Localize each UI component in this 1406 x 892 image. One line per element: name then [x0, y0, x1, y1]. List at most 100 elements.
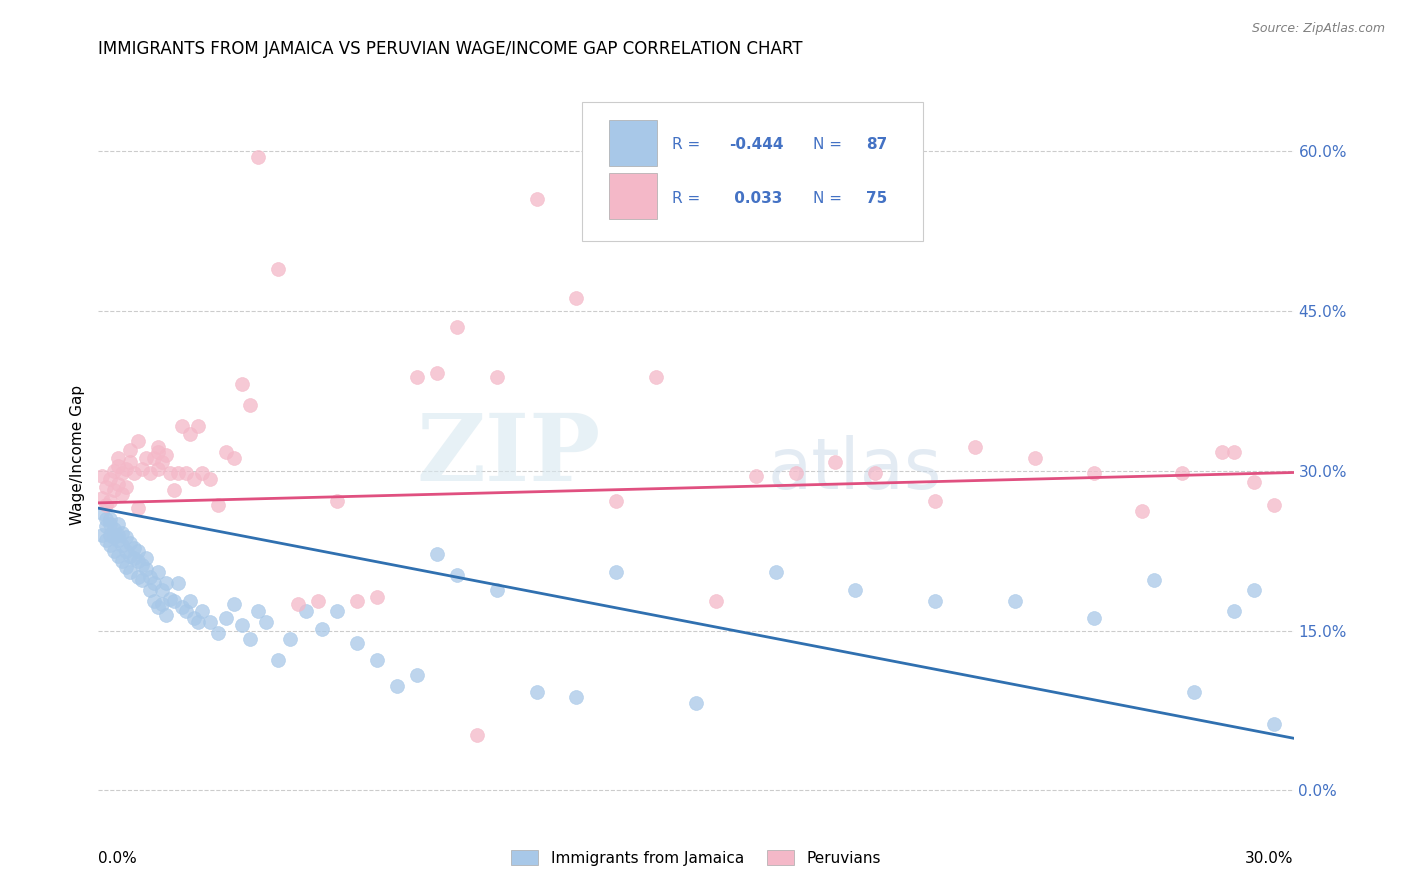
Point — [565, 690, 588, 704]
Point — [148, 600, 170, 615]
Point — [124, 466, 146, 480]
Point — [100, 512, 122, 526]
Point — [100, 472, 122, 486]
Point — [645, 370, 668, 384]
Point — [239, 398, 262, 412]
Point — [704, 594, 727, 608]
Point — [1243, 583, 1265, 598]
Point — [1130, 504, 1153, 518]
Point — [963, 441, 986, 455]
Point — [1024, 451, 1046, 466]
Point — [96, 512, 118, 526]
Legend: Immigrants from Jamaica, Peruvians: Immigrants from Jamaica, Peruvians — [505, 844, 887, 871]
Point — [148, 462, 170, 476]
Point — [1083, 611, 1105, 625]
Point — [120, 442, 142, 457]
Point — [485, 583, 508, 598]
Point — [150, 597, 173, 611]
Point — [1182, 685, 1205, 699]
Point — [167, 575, 190, 590]
Point — [111, 538, 134, 552]
Point — [107, 549, 129, 563]
Point — [172, 600, 194, 615]
Point — [115, 559, 138, 574]
Text: 75: 75 — [866, 191, 887, 205]
Point — [385, 679, 409, 693]
Point — [924, 493, 946, 508]
Point — [1211, 444, 1233, 458]
Point — [231, 618, 253, 632]
Point — [107, 533, 129, 548]
FancyBboxPatch shape — [609, 173, 657, 219]
Point — [143, 594, 166, 608]
Point — [100, 538, 122, 552]
Point — [222, 597, 245, 611]
Point — [163, 483, 186, 497]
Text: Source: ZipAtlas.com: Source: ZipAtlas.com — [1251, 22, 1385, 36]
Point — [139, 466, 162, 480]
Point — [406, 370, 429, 384]
Point — [155, 575, 177, 590]
Point — [765, 565, 787, 579]
Point — [326, 493, 349, 508]
Point — [198, 472, 221, 486]
Point — [605, 565, 627, 579]
Text: N =: N = — [813, 137, 846, 152]
Point — [135, 551, 157, 566]
Text: R =: R = — [672, 137, 706, 152]
Point — [91, 469, 114, 483]
Point — [148, 444, 170, 458]
Point — [187, 615, 209, 629]
Point — [187, 419, 209, 434]
Point — [346, 636, 368, 650]
Point — [131, 573, 153, 587]
Point — [155, 607, 177, 622]
Point — [465, 728, 488, 742]
Point — [366, 590, 388, 604]
Point — [174, 466, 197, 480]
Point — [426, 366, 449, 380]
Point — [924, 594, 946, 608]
Point — [207, 498, 229, 512]
Point — [485, 370, 508, 384]
Point — [267, 261, 290, 276]
Point — [148, 565, 170, 579]
Point — [406, 668, 429, 682]
Point — [1143, 573, 1166, 587]
Point — [179, 594, 201, 608]
Point — [107, 517, 129, 532]
Point — [565, 291, 588, 305]
Point — [1083, 466, 1105, 480]
Point — [120, 455, 142, 469]
Point — [685, 696, 707, 710]
Point — [120, 565, 142, 579]
Point — [103, 523, 125, 537]
Point — [139, 570, 162, 584]
Point — [326, 605, 349, 619]
Point — [231, 376, 253, 391]
Point — [111, 554, 134, 568]
Point — [127, 434, 149, 448]
Text: 0.033: 0.033 — [730, 191, 783, 205]
Point — [127, 543, 149, 558]
Point — [307, 594, 329, 608]
Point — [103, 530, 125, 544]
Point — [167, 466, 190, 480]
Point — [96, 519, 118, 533]
Point — [150, 455, 173, 469]
Point — [215, 444, 238, 458]
Text: 30.0%: 30.0% — [1246, 851, 1294, 866]
Point — [131, 558, 153, 572]
Point — [179, 426, 201, 441]
Point — [426, 547, 449, 561]
Point — [135, 562, 157, 576]
FancyBboxPatch shape — [582, 102, 922, 241]
Point — [127, 570, 149, 584]
Point — [745, 469, 768, 483]
Point — [100, 517, 122, 532]
Text: ZIP: ZIP — [416, 410, 600, 500]
Point — [124, 541, 146, 555]
Text: 87: 87 — [866, 137, 887, 152]
Point — [107, 458, 129, 473]
Point — [124, 551, 146, 566]
